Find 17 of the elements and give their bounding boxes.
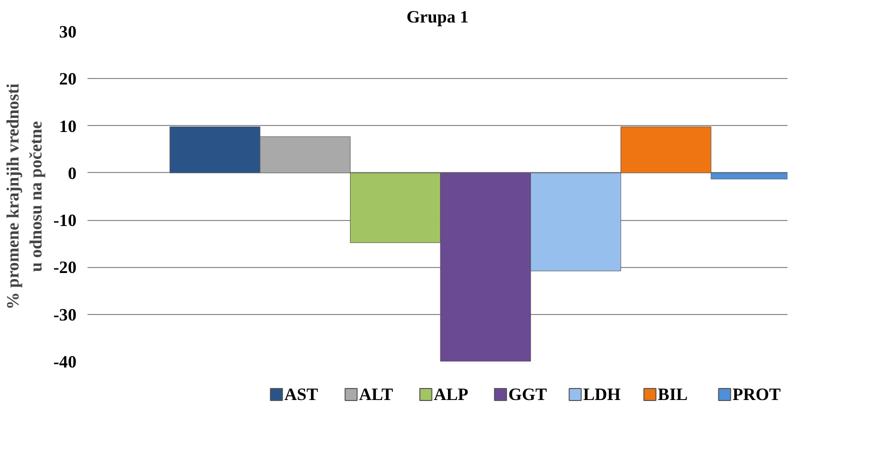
legend-label: AST: [284, 385, 318, 404]
legend-label: ALT: [359, 385, 394, 404]
legend-label: PROT: [732, 385, 782, 404]
y-tick-label: -10: [53, 211, 77, 230]
y-tick-label: -40: [53, 352, 77, 372]
legend-label: LDH: [583, 385, 622, 404]
y-tick-label: -30: [53, 305, 77, 324]
y-tick-label: 0: [68, 164, 77, 183]
legend-label: BIL: [658, 385, 688, 404]
y-tick-label: 30: [59, 22, 76, 42]
legend-label: ALP: [434, 385, 469, 404]
y-tick-label: -20: [53, 258, 77, 278]
legend-label: GGT: [508, 385, 548, 404]
y-tick-label: 20: [59, 70, 76, 89]
y-tick-label: 10: [59, 116, 76, 136]
chart-title: Grupa 1: [406, 8, 469, 26]
y-axis-title: % promene krajnjih vrednosti u odnosu na početne: [4, 83, 46, 310]
